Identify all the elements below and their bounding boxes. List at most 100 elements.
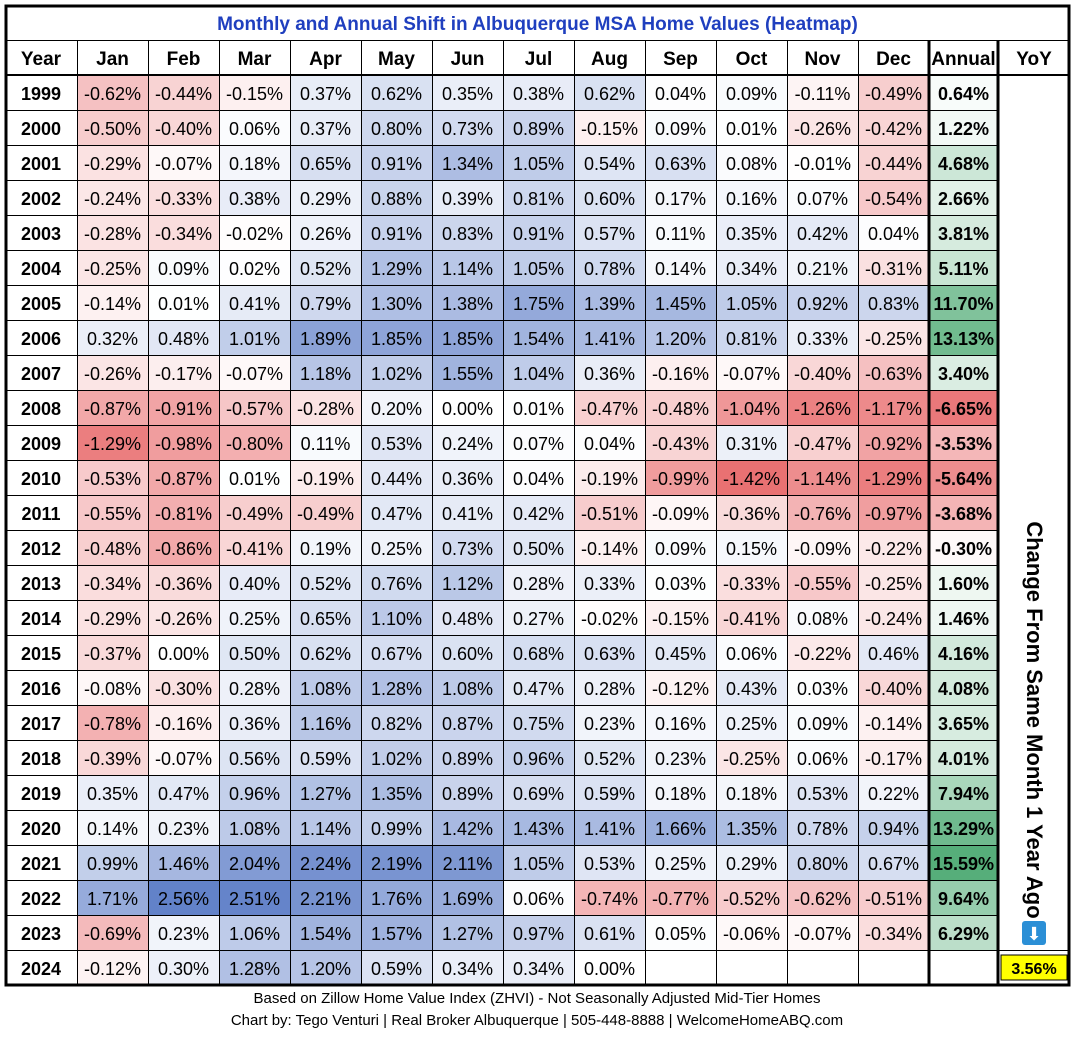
cell-2000-apr bbox=[290, 110, 361, 145]
cell-label-2000-aug: -0.15% bbox=[581, 119, 638, 139]
cell-2012-aug bbox=[574, 530, 645, 565]
cell-label-1999-jan: -0.62% bbox=[84, 84, 141, 104]
cell-label-2012-feb: -0.86% bbox=[155, 539, 212, 559]
cell-label-2012-oct: 0.15% bbox=[726, 539, 777, 559]
cell-label-2020-jan: 0.14% bbox=[87, 819, 138, 839]
cell-label-2018-feb: -0.07% bbox=[155, 749, 212, 769]
cell-label-2014-oct: -0.41% bbox=[723, 609, 780, 629]
cell-2006-feb bbox=[148, 320, 219, 355]
cell-2003-aug bbox=[574, 215, 645, 250]
cell-2010-oct bbox=[716, 460, 787, 495]
cell-label-2007-jul: 1.04% bbox=[513, 364, 564, 384]
annual-cell-2002 bbox=[929, 180, 998, 215]
cell-label-2023-nov: -0.07% bbox=[794, 924, 851, 944]
cell-label-2008-jun: 0.00% bbox=[442, 399, 493, 419]
cell-1999-aug bbox=[574, 75, 645, 110]
cell-label-2006-oct: 0.81% bbox=[726, 329, 777, 349]
cell-2019-jul bbox=[503, 775, 574, 810]
cell-2022-apr bbox=[290, 880, 361, 915]
cell-label-1999-nov: -0.11% bbox=[795, 84, 851, 104]
cell-label-2000-sep: 0.09% bbox=[655, 119, 706, 139]
cell-2002-oct bbox=[716, 180, 787, 215]
cell-2016-jul bbox=[503, 670, 574, 705]
cell-label-2003-oct: 0.35% bbox=[726, 224, 777, 244]
cell-label-2007-aug: 0.36% bbox=[584, 364, 635, 384]
row-year-2008: 2008 bbox=[21, 399, 61, 419]
cell-label-2017-mar: 0.36% bbox=[229, 714, 280, 734]
cell-label-2021-mar: 2.04% bbox=[229, 854, 280, 874]
cell-2007-oct bbox=[716, 355, 787, 390]
cell-label-2023-oct: -0.06% bbox=[723, 924, 780, 944]
annual-cell-2018 bbox=[929, 740, 998, 775]
cell-2013-jul bbox=[503, 565, 574, 600]
cell-label-2016-feb: -0.30% bbox=[155, 679, 212, 699]
cell-2009-jul bbox=[503, 425, 574, 460]
cell-label-2021-sep: 0.25% bbox=[655, 854, 706, 874]
cell-label-2015-dec: 0.46% bbox=[868, 644, 919, 664]
cell-2014-jul bbox=[503, 600, 574, 635]
cell-label-2014-aug: -0.02% bbox=[581, 609, 638, 629]
annual-cell-2008 bbox=[929, 390, 998, 425]
cell-label-2002-jul: 0.81% bbox=[513, 189, 564, 209]
cell-label-2019-may: 1.35% bbox=[371, 784, 422, 804]
cell-label-2018-jul: 0.96% bbox=[513, 749, 564, 769]
cell-label-2006-dec: -0.25% bbox=[865, 329, 922, 349]
cell-2021-feb bbox=[148, 845, 219, 880]
cell-label-2021-nov: 0.80% bbox=[797, 854, 848, 874]
cell-label-2002-jun: 0.39% bbox=[442, 189, 493, 209]
cell-label-1999-may: 0.62% bbox=[371, 84, 422, 104]
annual-cell-2010 bbox=[929, 460, 998, 495]
cell-label-2003-jul: 0.91% bbox=[513, 224, 564, 244]
cell-2013-nov bbox=[787, 565, 858, 600]
cell-2013-aug bbox=[574, 565, 645, 600]
cell-2022-jan bbox=[77, 880, 148, 915]
row-year-2021: 2021 bbox=[21, 854, 61, 874]
cell-label-2007-sep: -0.16% bbox=[652, 364, 709, 384]
cell-2004-nov bbox=[787, 250, 858, 285]
annual-label-1999: 0.64% bbox=[938, 84, 989, 104]
cell-2007-sep bbox=[645, 355, 716, 390]
cell-label-2011-aug: -0.51% bbox=[581, 504, 638, 524]
cell-label-2024-jul: 0.34% bbox=[513, 959, 564, 979]
cell-label-2016-dec: -0.40% bbox=[865, 679, 922, 699]
cell-2021-jul bbox=[503, 845, 574, 880]
cell-2023-apr bbox=[290, 915, 361, 950]
cell-label-2022-dec: -0.51% bbox=[865, 889, 922, 909]
cell-2004-oct bbox=[716, 250, 787, 285]
cell-label-2007-mar: -0.07% bbox=[226, 364, 283, 384]
cell-label-2008-dec: -1.17% bbox=[865, 399, 922, 419]
cell-label-2007-jun: 1.55% bbox=[442, 364, 493, 384]
annual-cell-2022 bbox=[929, 880, 998, 915]
cell-label-2022-jan: 1.71% bbox=[87, 889, 138, 909]
cell-label-2000-jun: 0.73% bbox=[442, 119, 493, 139]
cell-2014-jun bbox=[432, 600, 503, 635]
down-arrow-icon: ⬇ bbox=[1026, 924, 1041, 944]
cell-label-2011-feb: -0.81% bbox=[155, 504, 212, 524]
cell-2012-feb bbox=[148, 530, 219, 565]
cell-2015-aug bbox=[574, 635, 645, 670]
cell-label-2024-mar: 1.28% bbox=[229, 959, 280, 979]
cell-label-2013-may: 0.76% bbox=[371, 574, 422, 594]
cell-1999-oct bbox=[716, 75, 787, 110]
cell-2019-jun bbox=[432, 775, 503, 810]
cell-label-2014-nov: 0.08% bbox=[797, 609, 848, 629]
row-year-2006: 2006 bbox=[21, 329, 61, 349]
cell-2017-jul bbox=[503, 705, 574, 740]
cell-label-2023-jul: 0.97% bbox=[513, 924, 564, 944]
cell-label-2003-mar: -0.02% bbox=[226, 224, 283, 244]
cell-label-2016-nov: 0.03% bbox=[797, 679, 848, 699]
cell-label-2010-feb: -0.87% bbox=[155, 469, 212, 489]
cell-2003-feb bbox=[148, 215, 219, 250]
cell-label-2013-mar: 0.40% bbox=[229, 574, 280, 594]
cell-label-2017-aug: 0.23% bbox=[584, 714, 635, 734]
row-year-2014: 2014 bbox=[21, 609, 61, 629]
cell-2001-dec bbox=[858, 145, 929, 180]
cell-label-2021-feb: 1.46% bbox=[158, 854, 209, 874]
cell-label-2001-jun: 1.34% bbox=[442, 154, 493, 174]
cell-label-2022-may: 1.76% bbox=[371, 889, 422, 909]
cell-2006-apr bbox=[290, 320, 361, 355]
annual-cell-2005 bbox=[929, 285, 998, 320]
row-year-2002: 2002 bbox=[21, 189, 61, 209]
cell-label-2000-feb: -0.40% bbox=[155, 119, 212, 139]
cell-label-2018-jan: -0.39% bbox=[84, 749, 141, 769]
